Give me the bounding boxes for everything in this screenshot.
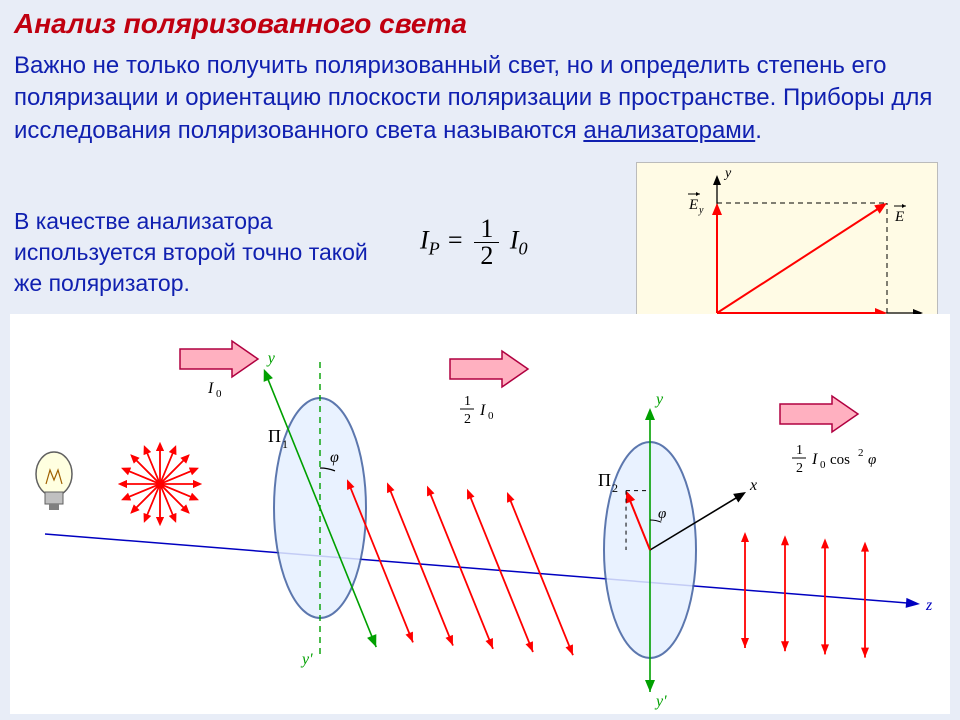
intensity-formula: IP = 12 I0 xyxy=(420,216,600,269)
para2-text: В качестве анализатора используется втор… xyxy=(14,208,368,296)
svg-text:0: 0 xyxy=(820,459,826,471)
formula-eq: = xyxy=(440,225,471,254)
svg-text:2: 2 xyxy=(464,412,471,427)
title-text: Анализ поляризованного света xyxy=(14,8,467,39)
svg-text:y: y xyxy=(266,350,276,367)
formula-lhs-sub: P xyxy=(429,239,440,259)
svg-text:2: 2 xyxy=(796,461,803,476)
svg-text:I: I xyxy=(811,451,818,468)
svg-text:1: 1 xyxy=(464,394,471,409)
formula-rhs-sub: 0 xyxy=(519,239,528,259)
para1-text: Важно не только получить поляризованный … xyxy=(14,52,932,144)
svg-text:y': y' xyxy=(654,693,667,710)
svg-text:I: I xyxy=(479,402,486,419)
svg-text:z: z xyxy=(925,597,933,614)
svg-text:1: 1 xyxy=(796,443,803,458)
svg-text:П: П xyxy=(268,426,281,446)
para1-suffix: . xyxy=(755,117,762,144)
svg-text:0: 0 xyxy=(488,410,494,422)
svg-text:П: П xyxy=(598,470,611,490)
page-title: Анализ поляризованного света xyxy=(14,8,467,40)
secondary-paragraph: В качестве анализатора используется втор… xyxy=(14,206,394,299)
slide-root: Анализ поляризованного света Важно не то… xyxy=(0,0,960,720)
svg-text:y': y' xyxy=(300,651,313,668)
lightbulb-icon xyxy=(36,452,72,510)
svg-text:0: 0 xyxy=(216,388,222,400)
formula-den: 2 xyxy=(474,243,499,269)
svg-text:φ: φ xyxy=(658,506,666,522)
svg-text:y: y xyxy=(723,166,732,181)
intro-paragraph: Важно не только получить поляризованный … xyxy=(14,50,934,147)
svg-text:I: I xyxy=(207,380,214,397)
svg-text:y: y xyxy=(698,205,704,216)
svg-text:E: E xyxy=(894,209,904,225)
propagation-arrow-icon xyxy=(780,396,858,432)
propagation-arrow-icon xyxy=(180,341,258,377)
para1-underline: анализаторами xyxy=(583,117,755,144)
formula-rhs: I xyxy=(503,225,518,254)
svg-text:E: E xyxy=(688,197,698,213)
svg-text:y: y xyxy=(654,391,664,408)
propagation-arrow-icon xyxy=(450,351,528,387)
polarizer-scene-diagram: zП1yy'φП2yy'xφI012I012I0cos2φ xyxy=(10,314,950,714)
svg-text:φ: φ xyxy=(868,452,876,468)
svg-text:2: 2 xyxy=(612,481,618,495)
formula-fraction: 12 xyxy=(474,216,499,269)
formula-lhs: I xyxy=(420,225,429,254)
svg-text:cos: cos xyxy=(830,452,850,468)
svg-text:2: 2 xyxy=(858,447,864,459)
svg-text:1: 1 xyxy=(282,437,288,451)
svg-text:φ: φ xyxy=(330,449,339,466)
formula-num: 1 xyxy=(474,216,499,243)
svg-text:x: x xyxy=(749,477,757,494)
